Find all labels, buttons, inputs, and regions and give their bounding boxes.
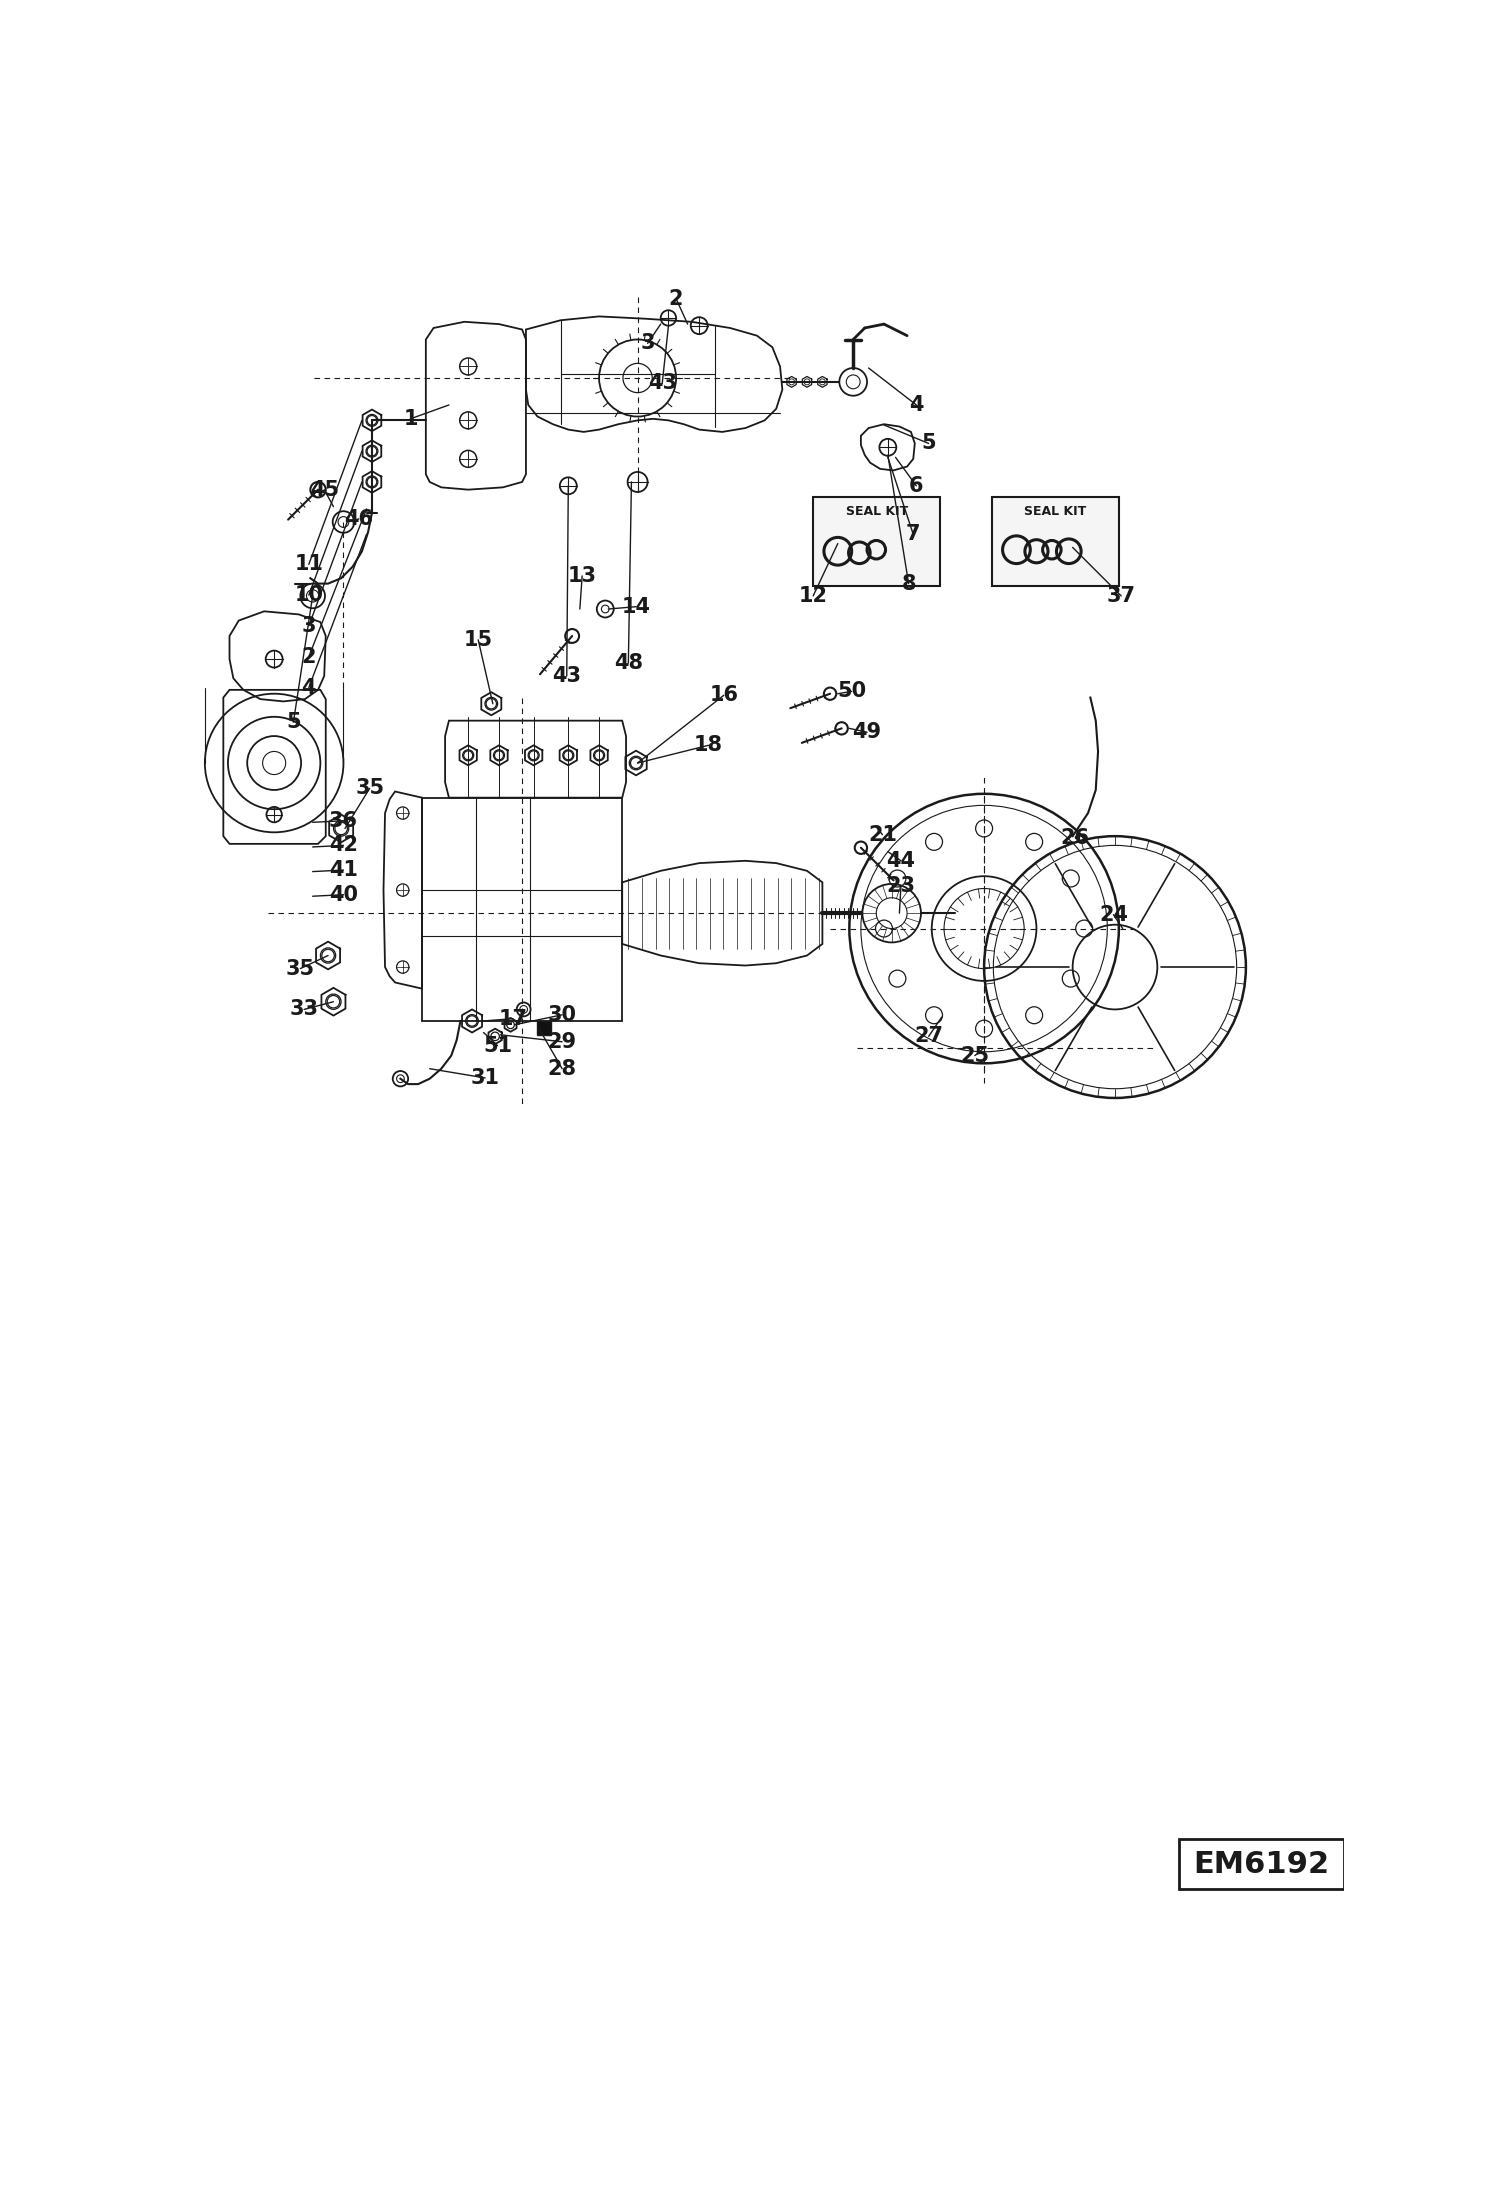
Text: 25: 25 [960,1047,989,1066]
Text: 4: 4 [301,678,316,698]
Text: 26: 26 [1061,827,1089,847]
Text: 44: 44 [887,851,915,871]
Text: 5: 5 [286,713,301,733]
Text: 33: 33 [289,1000,319,1020]
Text: 2: 2 [668,290,683,309]
FancyBboxPatch shape [992,498,1119,586]
Text: 50: 50 [837,682,866,702]
Text: 13: 13 [568,566,596,586]
FancyBboxPatch shape [813,498,941,586]
Text: 46: 46 [345,509,373,529]
Text: 11: 11 [294,555,324,575]
Text: 5: 5 [921,434,936,454]
Text: 17: 17 [499,1009,527,1029]
FancyBboxPatch shape [538,1020,551,1036]
Text: 27: 27 [914,1027,944,1047]
Text: SEAL KIT: SEAL KIT [845,505,908,518]
Text: 24: 24 [1100,904,1128,924]
Text: 6: 6 [909,476,924,496]
Text: 14: 14 [622,597,650,617]
Text: 37: 37 [1107,586,1135,606]
Text: 41: 41 [330,860,358,880]
Text: 10: 10 [294,586,324,606]
Text: 1: 1 [403,408,418,428]
Text: 30: 30 [548,1005,577,1025]
Text: 51: 51 [482,1036,512,1055]
Text: 29: 29 [548,1031,577,1051]
Text: 31: 31 [470,1068,500,1088]
Text: 49: 49 [852,722,882,742]
Text: 48: 48 [614,654,643,674]
Text: 35: 35 [286,959,315,979]
Text: 43: 43 [647,373,677,393]
Text: 42: 42 [330,836,358,856]
Text: 35: 35 [355,779,383,799]
Text: 7: 7 [906,524,920,544]
Text: 18: 18 [694,735,724,755]
Text: 12: 12 [798,586,828,606]
Text: 45: 45 [310,480,339,500]
Text: 3: 3 [640,333,655,353]
Text: 4: 4 [909,395,924,415]
Text: 8: 8 [902,573,915,595]
Text: 16: 16 [710,685,739,704]
Text: 43: 43 [553,667,581,687]
Text: 3: 3 [301,617,316,636]
Text: SEAL KIT: SEAL KIT [1025,505,1086,518]
Text: 15: 15 [464,630,493,649]
Text: 36: 36 [330,812,358,832]
Text: 23: 23 [887,875,915,895]
Text: 40: 40 [330,884,358,904]
Text: 28: 28 [548,1060,577,1079]
Text: EM6192: EM6192 [1194,1850,1329,1878]
Text: 2: 2 [301,647,316,667]
Text: 21: 21 [867,825,897,845]
